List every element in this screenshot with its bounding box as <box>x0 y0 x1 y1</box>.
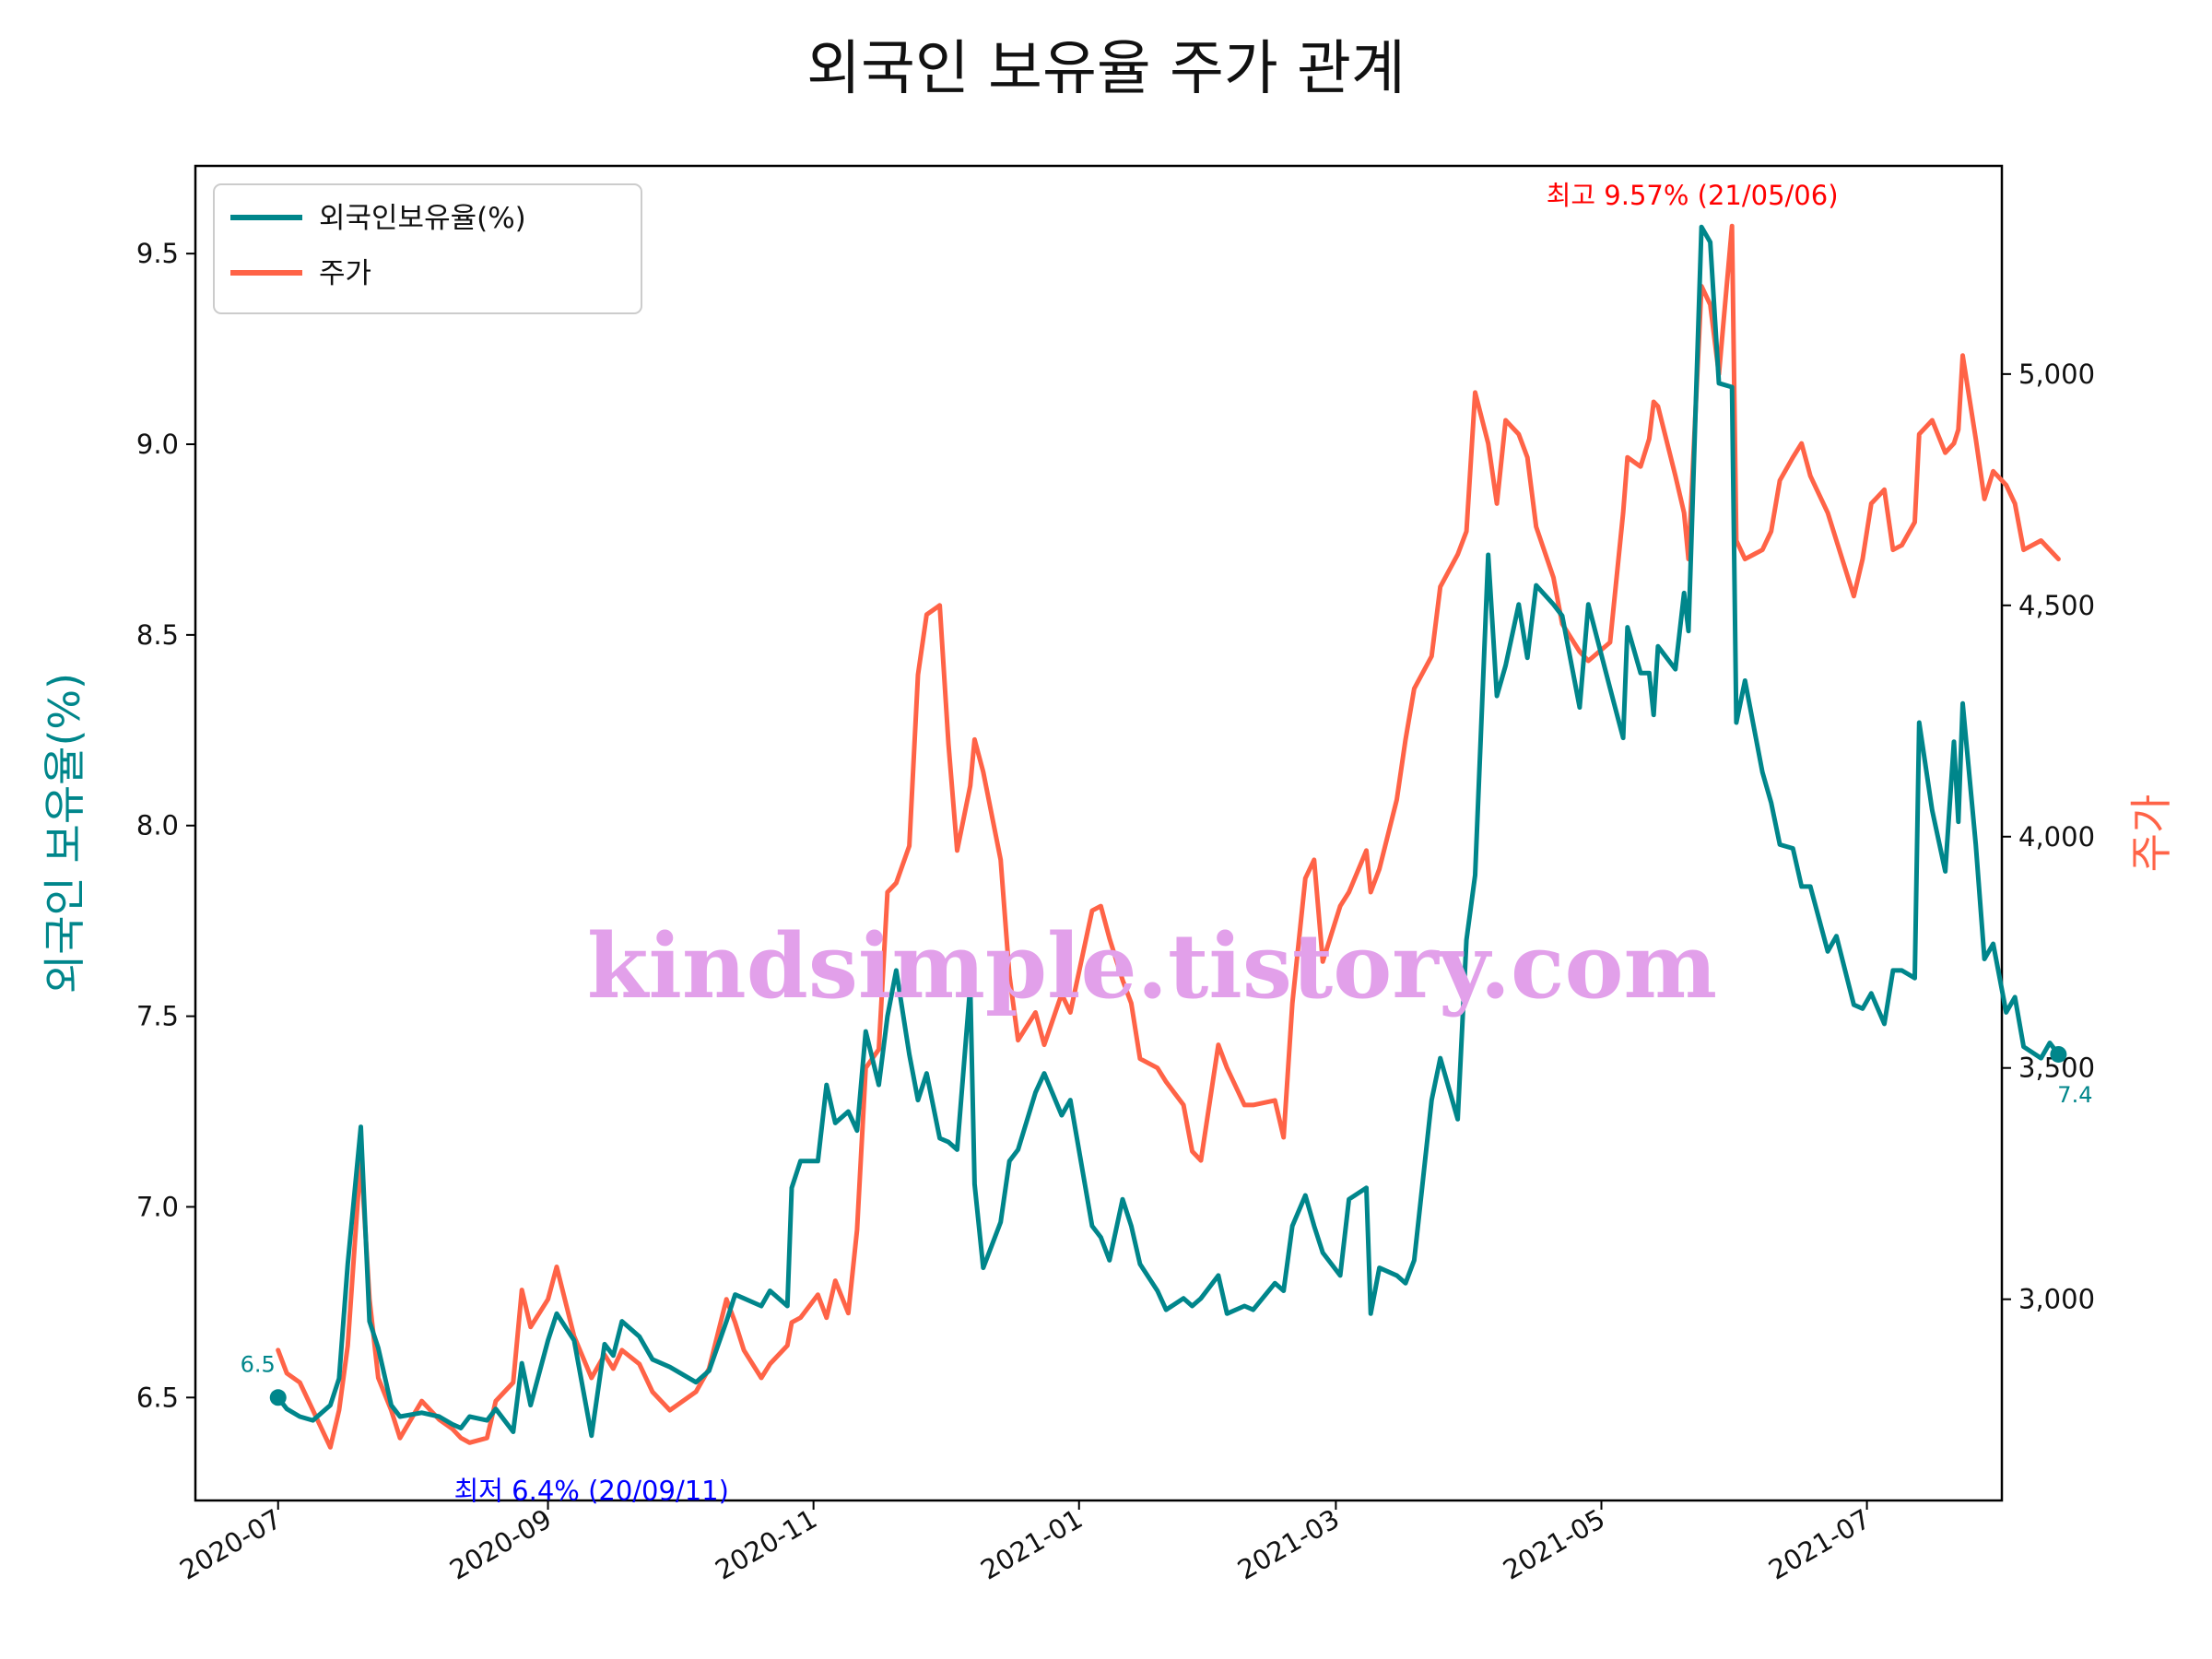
y-right-tick-label: 4,000 <box>2018 821 2095 853</box>
y-axis-left-label: 외국인 보유율(%) <box>40 673 89 994</box>
y-left-tick-label: 8.0 <box>136 810 179 841</box>
y-left-tick-label: 6.5 <box>136 1382 179 1413</box>
y-axis-left: 6.5 7.0 7.5 8.0 8.5 9.0 9.5 <box>136 238 195 1413</box>
y-left-tick-label: 9.0 <box>136 429 179 460</box>
end-point-marker <box>2050 1045 2067 1063</box>
min-annotation: 최저 6.4% (20/09/11) <box>454 1476 729 1507</box>
y-right-tick-label: 4,500 <box>2018 590 2095 621</box>
y-left-tick-label: 7.0 <box>136 1191 179 1222</box>
watermark: kindsimple.tistory.com <box>587 914 1717 1018</box>
legend-box <box>213 183 642 314</box>
start-value-label: 6.5 <box>241 1351 276 1377</box>
y-right-tick-label: 3,000 <box>2018 1284 2095 1315</box>
series-line-foreign-ratio <box>276 224 2061 1439</box>
plot-frame <box>194 164 2004 1502</box>
y-left-tick-label: 9.5 <box>136 238 179 269</box>
y-right-tick-label: 5,000 <box>2018 359 2095 390</box>
annotations: 최고 9.57% (21/05/06) 최저 6.4% (20/09/11) 6… <box>241 180 2093 1506</box>
legend: 외국인보유율(%) 주가 <box>213 183 642 314</box>
legend-label-foreign-ratio: 외국인보유율(%) <box>319 202 526 235</box>
max-annotation: 최고 9.57% (21/05/06) <box>1547 180 1839 211</box>
plot-area <box>194 164 2004 1502</box>
start-point-marker <box>269 1389 287 1406</box>
y-left-tick-label: 7.5 <box>136 1001 179 1032</box>
end-value-label: 7.4 <box>2057 1082 2092 1108</box>
chart-title: 외국인 보유율 주가 관계 <box>806 35 1406 103</box>
series-group <box>269 223 2067 1450</box>
y-left-tick-label: 8.5 <box>136 619 179 651</box>
y-axis-right-label: 주가 <box>2126 794 2176 873</box>
legend-label-price: 주가 <box>319 257 371 290</box>
